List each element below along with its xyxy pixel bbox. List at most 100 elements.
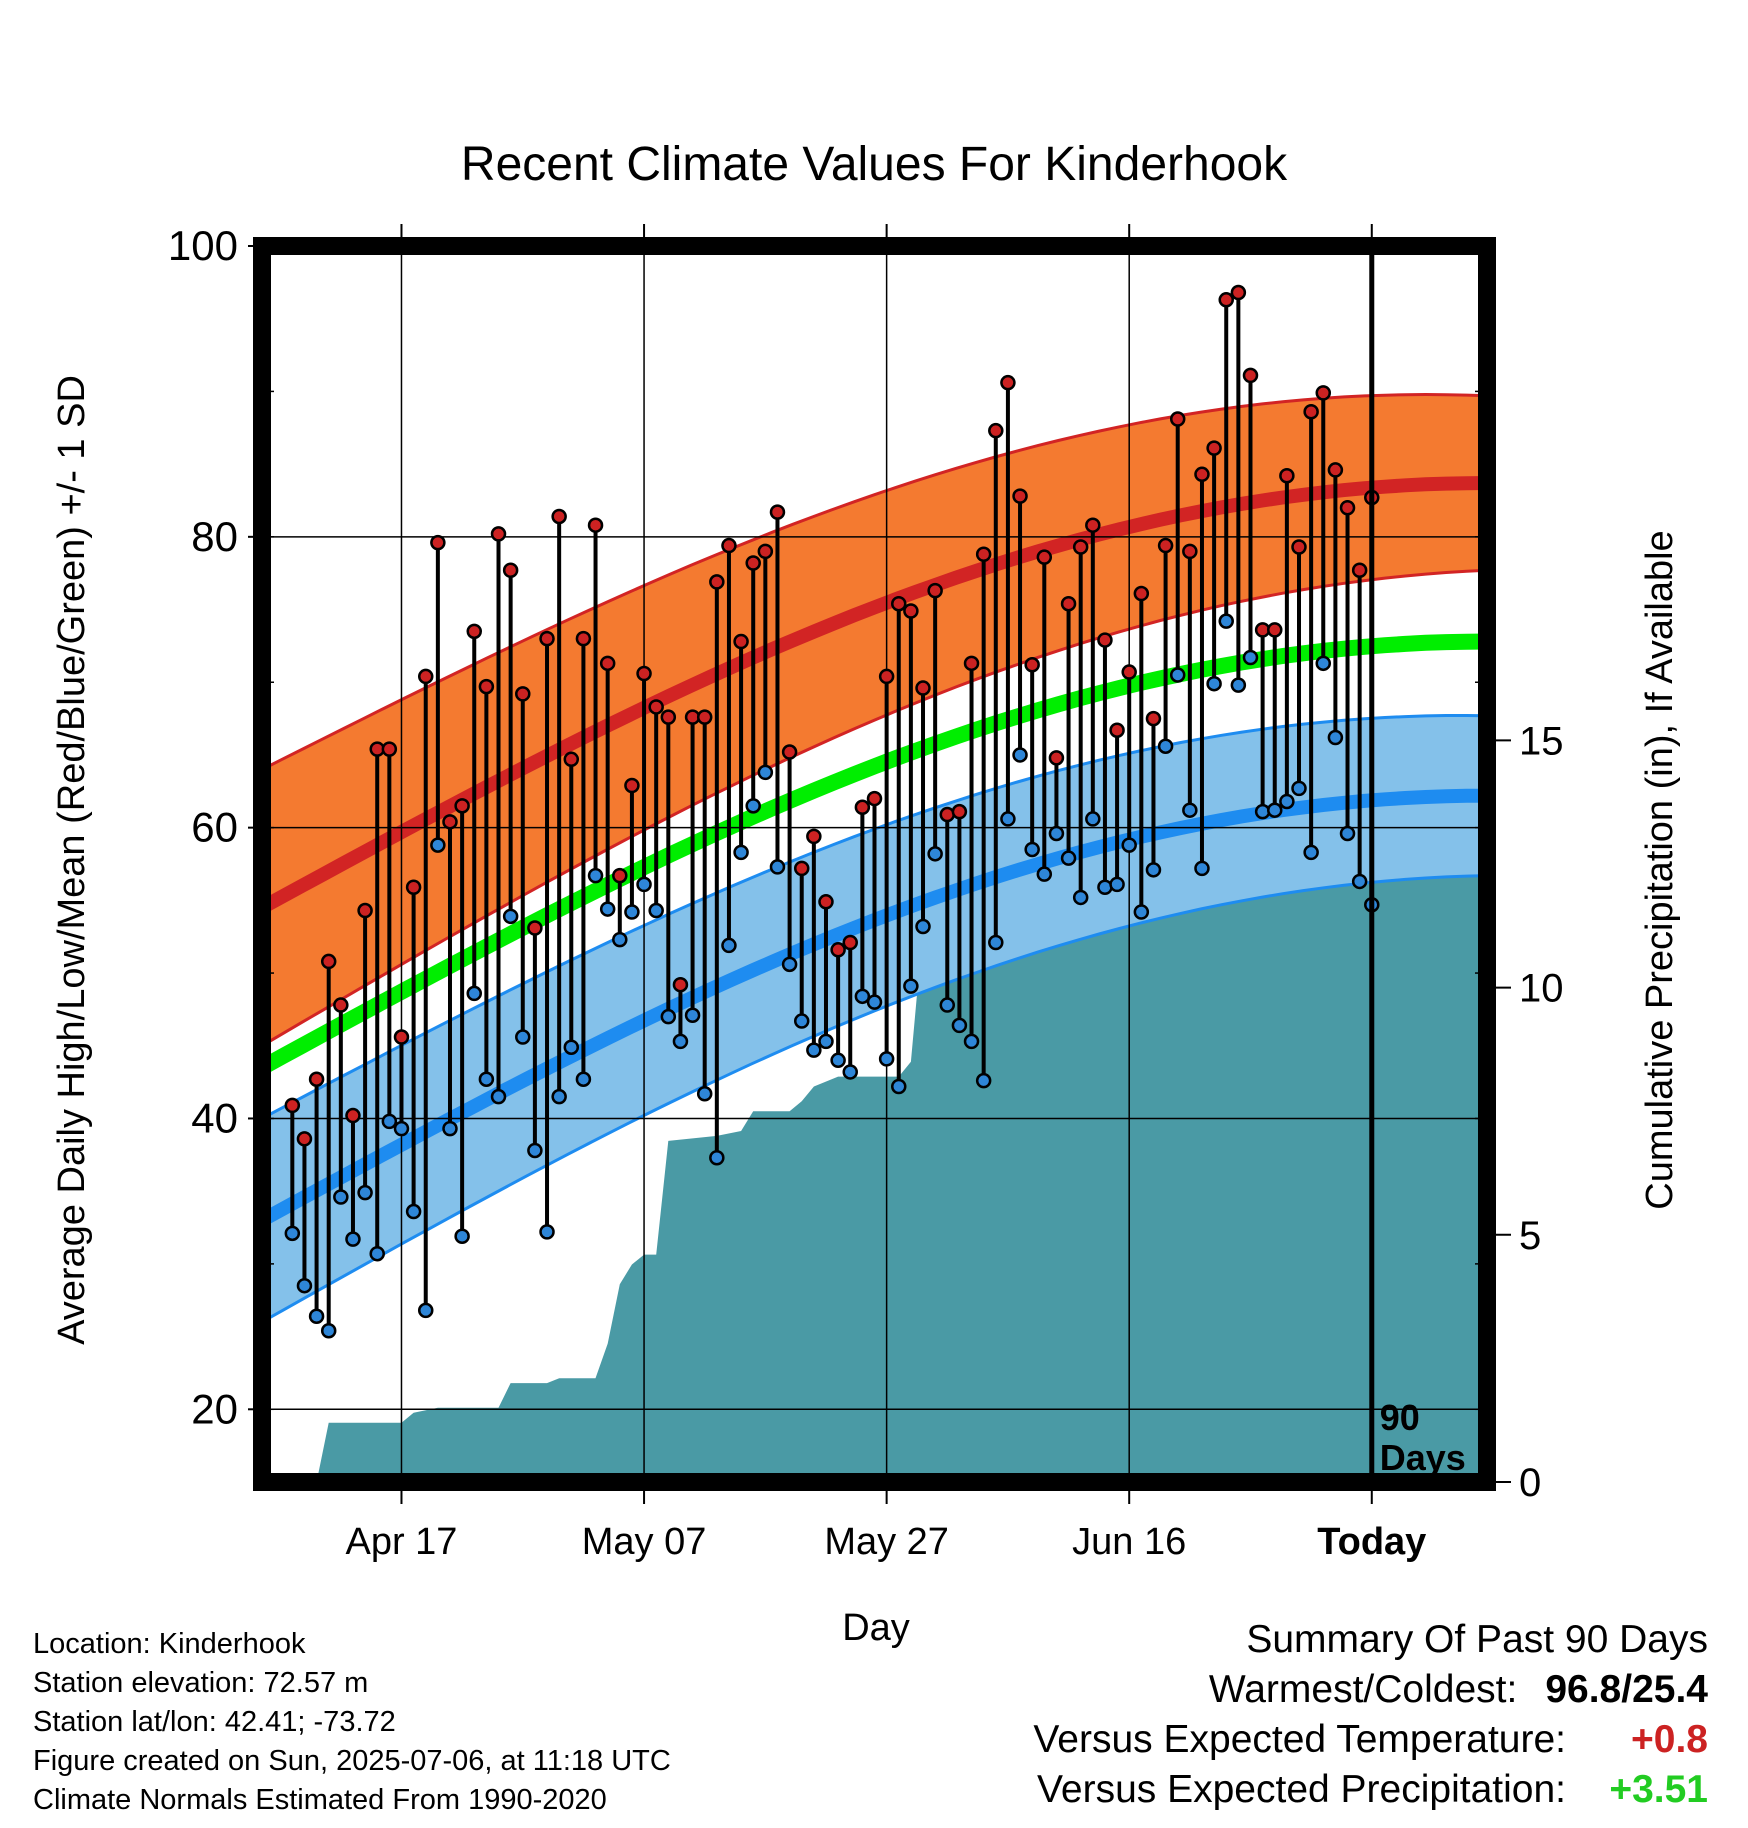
daily-low-point	[963, 1033, 980, 1050]
daily-high-point	[951, 803, 968, 820]
high-sd-band	[262, 394, 1487, 1046]
daily-high-point	[1169, 411, 1186, 427]
daily-low-point	[624, 904, 640, 920]
daily-low-point	[1182, 802, 1198, 818]
daily-low-point	[563, 1039, 580, 1055]
daily-high-point	[1085, 517, 1101, 533]
daily-low-point	[866, 994, 883, 1010]
station-info: Location: Kinderhook Station elevation: …	[33, 1625, 671, 1820]
daily-low-point	[818, 1033, 834, 1050]
daily-low-point	[296, 1277, 313, 1294]
x-tick-label-2: May 27	[824, 1521, 949, 1563]
normal-mean-line	[262, 633, 1487, 1075]
warm-cold-value: 96.8/25.4	[1545, 1668, 1708, 1711]
daily-low-point	[284, 1225, 301, 1242]
daily-low-point	[478, 1071, 495, 1087]
summary-title: Summary Of Past 90 Days	[1246, 1618, 1708, 1661]
daily-low-point	[903, 978, 919, 994]
daily-low-point	[648, 902, 664, 919]
daily-low-point	[466, 985, 483, 1002]
temp-value: +0.8	[1631, 1718, 1708, 1761]
daily-high-point	[1279, 468, 1295, 484]
daily-low-point	[1000, 811, 1016, 827]
daily-low-point	[915, 918, 931, 935]
daily-low-point	[1169, 667, 1186, 683]
days-label-line: Days	[1380, 1437, 1466, 1478]
daily-high-point	[963, 655, 980, 672]
y-tick-label-4: 100	[168, 222, 238, 269]
daily-low-point	[430, 837, 446, 853]
daily-low-point	[975, 1072, 992, 1089]
normals-text: Climate Normals Estimated From 1990-2020	[33, 1784, 607, 1816]
daily-low-point	[672, 1033, 689, 1050]
daily-high-point	[672, 976, 689, 993]
daily-high-point	[927, 582, 943, 599]
daily-low-point	[442, 1120, 458, 1137]
summary-temp-row: Versus Expected Temperature: +0.8	[1033, 1715, 1708, 1765]
y-tick-label-1: 40	[191, 1094, 238, 1141]
daily-low-point	[308, 1308, 325, 1324]
daily-low-point	[502, 908, 519, 925]
daily-high-point	[745, 555, 761, 571]
daily-high-point	[478, 678, 495, 695]
daily-high-point	[866, 790, 883, 807]
daily-low-point	[1194, 860, 1210, 877]
daily-low-point	[733, 844, 749, 861]
daily-high-point	[1072, 539, 1089, 555]
days-label-line: 90	[1380, 1397, 1420, 1438]
daily-low-point	[939, 997, 956, 1013]
y2-axis-label: Cumulative Precipitation (in), If Availa…	[1639, 530, 1681, 1209]
normal-high-line	[262, 476, 1487, 914]
warm-cold-label: Warmest/Coldest:	[1208, 1668, 1518, 1711]
daily-low-point	[684, 1007, 701, 1023]
daily-high-point	[1266, 622, 1283, 638]
x-axis-label: Day	[842, 1607, 910, 1649]
daily-high-point	[806, 828, 822, 845]
daily-low-point	[891, 1078, 907, 1095]
daily-low-point	[806, 1042, 822, 1058]
daily-low-point	[320, 1323, 337, 1339]
daily-high-point	[284, 1097, 301, 1114]
location-text: Location: Kinderhook	[33, 1628, 306, 1660]
daily-low-point	[1279, 793, 1295, 810]
daily-low-point	[1024, 841, 1040, 858]
daily-low-point	[878, 1051, 895, 1067]
daily-low-point	[405, 1203, 422, 1220]
chart-title: Recent Climate Values For Kinderhook	[461, 138, 1288, 191]
y-tick-label-0: 20	[191, 1385, 238, 1432]
daily-high-point	[1194, 466, 1210, 483]
daily-low-point	[842, 1064, 858, 1080]
daily-high-point	[1339, 499, 1356, 516]
high-sd-upper-edge	[262, 392, 1487, 771]
y2-tick-label-2: 10	[1519, 967, 1564, 1011]
daily-low-point	[757, 764, 774, 781]
daily-low-point	[551, 1088, 567, 1105]
daily-high-point	[975, 546, 992, 563]
daily-low-point	[369, 1245, 385, 1262]
daily-low-point	[1230, 677, 1247, 693]
elevation-text: Station elevation: 72.57 m	[33, 1667, 369, 1699]
daily-low-point	[988, 934, 1004, 951]
daily-high-point	[721, 537, 737, 554]
daily-high-point	[1145, 710, 1162, 727]
daily-high-point	[1303, 404, 1319, 420]
daily-high-point	[527, 920, 543, 936]
daily-low-point	[1339, 825, 1356, 842]
daily-high-point	[915, 680, 931, 696]
daily-low-point	[612, 931, 628, 948]
daily-low-point	[1072, 889, 1089, 906]
latlon-text: Station lat/lon: 42.41; -73.72	[33, 1706, 396, 1738]
y-tick-label-3: 80	[191, 513, 238, 560]
daily-high-point	[1000, 374, 1016, 391]
daily-high-point	[988, 422, 1004, 439]
created-text: Figure created on Sun, 2025-07-06, at 11…	[33, 1745, 671, 1777]
daily-high-point	[575, 630, 592, 647]
daily-high-point	[709, 574, 725, 590]
daily-high-point	[1230, 284, 1247, 301]
precip-value: +3.51	[1609, 1768, 1708, 1811]
daily-high-point	[636, 665, 652, 682]
daily-low-point	[1242, 649, 1259, 666]
daily-low-point	[599, 901, 616, 917]
daily-high-point	[357, 902, 373, 919]
daily-low-point	[1291, 780, 1307, 797]
